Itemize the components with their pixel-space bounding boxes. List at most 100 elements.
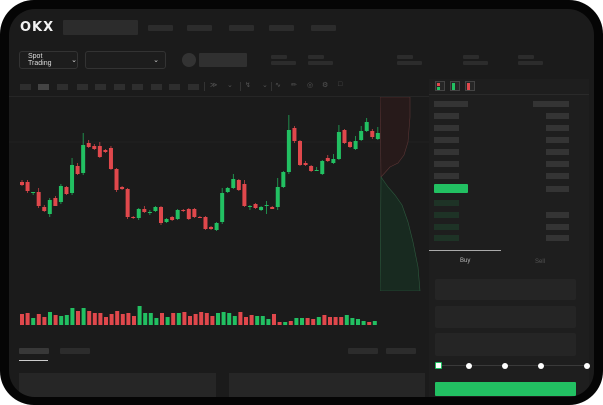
candle[interactable] — [325, 155, 330, 162]
candle[interactable] — [36, 188, 41, 208]
candle[interactable] — [20, 180, 24, 186]
order-book-both-icon[interactable] — [435, 81, 445, 91]
tab-buy[interactable]: Buy — [460, 258, 471, 264]
candle[interactable] — [108, 146, 113, 170]
candle[interactable] — [125, 188, 130, 219]
candle[interactable] — [103, 149, 108, 153]
bid-row[interactable] — [434, 200, 459, 206]
candle[interactable] — [58, 184, 63, 204]
timeframe-button[interactable] — [169, 84, 180, 90]
candle[interactable] — [42, 205, 47, 212]
candle[interactable] — [75, 163, 80, 175]
candle[interactable] — [320, 160, 325, 175]
slider-stop-100[interactable] — [584, 363, 590, 369]
line-tool-icon[interactable]: ∿ — [275, 82, 281, 89]
candle[interactable] — [375, 127, 380, 140]
ask-row[interactable] — [434, 173, 459, 179]
candle[interactable] — [159, 206, 163, 225]
candle[interactable] — [120, 186, 125, 190]
timeframe-button[interactable] — [151, 84, 162, 90]
timeframe-button[interactable] — [188, 84, 199, 90]
fullscreen-icon[interactable]: □ — [338, 81, 343, 88]
indicator-icon[interactable]: ↯ — [245, 82, 251, 89]
candle[interactable] — [114, 168, 119, 192]
candle[interactable] — [153, 206, 158, 212]
order-book-bids-icon[interactable] — [450, 81, 460, 91]
last-price-badge[interactable] — [434, 184, 468, 193]
candle[interactable] — [275, 178, 280, 210]
candle[interactable] — [81, 133, 86, 175]
candle[interactable] — [220, 188, 225, 224]
price-input[interactable] — [435, 279, 576, 300]
timeframe-button[interactable] — [77, 84, 88, 90]
candle[interactable] — [236, 179, 241, 191]
candle[interactable] — [203, 216, 208, 230]
ask-row[interactable] — [434, 161, 459, 167]
timeframe-button[interactable] — [57, 84, 68, 90]
candle[interactable] — [314, 167, 319, 171]
market-type-dropdown[interactable]: Spot Trading ⌄ — [19, 51, 78, 69]
pair-dropdown[interactable]: ⌄ — [85, 51, 166, 69]
candle[interactable] — [253, 203, 258, 209]
slider-stop-75[interactable] — [538, 363, 544, 369]
candle[interactable] — [247, 205, 252, 210]
percent-slider-track[interactable] — [439, 365, 587, 366]
candle[interactable] — [242, 180, 247, 207]
candle[interactable] — [92, 144, 97, 150]
candle[interactable] — [142, 206, 147, 213]
candle[interactable] — [31, 192, 36, 195]
bid-row[interactable] — [434, 212, 459, 218]
candle[interactable] — [164, 218, 169, 223]
candle[interactable] — [303, 161, 308, 166]
candle[interactable] — [53, 196, 58, 206]
timeframe-button[interactable] — [95, 84, 106, 90]
candle[interactable] — [214, 222, 219, 231]
order-book-asks-icon[interactable] — [465, 81, 475, 91]
nav-item[interactable] — [229, 25, 254, 31]
nav-item[interactable] — [269, 25, 294, 31]
candle[interactable] — [298, 140, 302, 166]
tab-order-history[interactable] — [60, 348, 90, 354]
candle[interactable] — [270, 206, 275, 209]
candle[interactable] — [286, 115, 291, 174]
tab-open-orders[interactable] — [19, 348, 49, 354]
total-input[interactable] — [435, 333, 576, 356]
candle[interactable] — [231, 174, 236, 189]
candle[interactable] — [309, 165, 314, 172]
filter-button[interactable] — [348, 348, 378, 354]
search-placeholder[interactable] — [63, 20, 138, 35]
nav-item[interactable] — [148, 25, 173, 31]
candle[interactable] — [348, 141, 353, 148]
candle[interactable] — [47, 198, 52, 217]
candle[interactable] — [186, 208, 191, 220]
candlestick-chart[interactable] — [9, 97, 429, 337]
okx-logo[interactable]: OKX — [20, 20, 55, 35]
candle[interactable] — [342, 129, 347, 144]
bid-row[interactable] — [434, 235, 459, 241]
percent-slider-handle[interactable] — [435, 362, 442, 369]
buy-button[interactable] — [435, 382, 576, 396]
candle[interactable] — [336, 125, 341, 160]
bid-row[interactable] — [434, 224, 459, 230]
chevron-down-icon[interactable]: ⌄ — [262, 82, 268, 89]
candle[interactable] — [281, 171, 286, 188]
candle[interactable] — [370, 129, 375, 139]
candle[interactable] — [292, 126, 297, 143]
candle[interactable] — [175, 209, 180, 220]
filter-button[interactable] — [386, 348, 416, 354]
timeframe-button[interactable] — [20, 84, 31, 90]
slider-stop-50[interactable] — [502, 363, 508, 369]
settings-icon[interactable]: ⚙ — [322, 82, 329, 89]
candle[interactable] — [181, 209, 186, 212]
candle[interactable] — [225, 187, 230, 193]
ask-row[interactable] — [434, 113, 459, 119]
candle[interactable] — [259, 206, 264, 211]
candle[interactable] — [353, 136, 358, 150]
timeframe-button-active[interactable] — [38, 84, 49, 90]
timeframe-button[interactable] — [114, 84, 125, 90]
candle[interactable] — [364, 118, 369, 132]
ask-row[interactable] — [434, 137, 459, 143]
candle[interactable] — [136, 208, 141, 220]
nav-item[interactable] — [187, 25, 212, 31]
candle[interactable] — [131, 216, 136, 219]
